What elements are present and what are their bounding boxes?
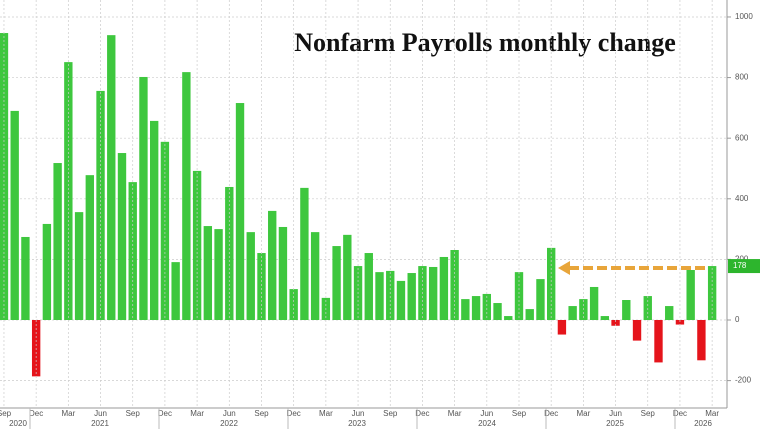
x-tick-label: Dec: [29, 409, 43, 418]
x-tick-label: Dec: [673, 409, 687, 418]
bar: [471, 296, 481, 320]
bar: [547, 247, 556, 320]
bar: [203, 226, 213, 320]
year-label: 2022: [220, 419, 238, 428]
bar: [568, 306, 577, 320]
y-tick-label: 800: [735, 73, 749, 82]
bar: [589, 286, 599, 320]
bar: [686, 270, 695, 320]
bar: [128, 182, 137, 320]
bar: [214, 229, 223, 320]
bar: [182, 72, 191, 320]
bar: [268, 210, 277, 320]
bar: [117, 153, 127, 320]
bar: [632, 320, 642, 341]
x-tick-label: Mar: [61, 409, 75, 418]
bar: [139, 76, 148, 320]
x-tick-label: Mar: [448, 409, 462, 418]
x-tick-label: Mar: [705, 409, 719, 418]
bar: [461, 299, 470, 320]
x-tick-label: Sep: [254, 409, 269, 418]
x-tick-label: Sep: [126, 409, 141, 418]
y-tick-label: 1000: [735, 12, 753, 21]
marker-box: [728, 259, 760, 274]
x-tick-label: Sep: [512, 409, 527, 418]
bar: [622, 300, 631, 320]
year-label: 2020: [9, 419, 27, 428]
bar: [235, 103, 245, 320]
x-tick-label: Jun: [352, 409, 365, 418]
bar: [246, 232, 255, 320]
bar: [439, 256, 449, 320]
y-tick-label: 400: [735, 194, 749, 203]
y-tick-label: 0: [735, 315, 740, 324]
bar: [257, 253, 266, 320]
x-tick-label: Dec: [544, 409, 558, 418]
bar: [160, 141, 170, 320]
marker-label: 178: [733, 261, 747, 270]
bar: [300, 187, 309, 320]
y-tick-label: -200: [735, 376, 752, 385]
year-label: 2023: [348, 419, 366, 428]
bar: [74, 212, 84, 320]
bar: [557, 320, 567, 335]
x-tick-label: Dec: [158, 409, 172, 418]
year-label: 2024: [478, 419, 496, 428]
x-tick-label: Sep: [0, 409, 12, 418]
x-tick-label: Sep: [383, 409, 398, 418]
bar: [171, 262, 180, 320]
bar: [364, 253, 373, 320]
x-tick-label: Mar: [319, 409, 333, 418]
bar: [428, 266, 438, 320]
arrow: [558, 261, 705, 275]
bar: [665, 306, 674, 320]
bar: [375, 272, 384, 320]
bar: [536, 279, 545, 320]
bar: [64, 62, 73, 320]
year-label: 2026: [694, 419, 712, 428]
bar: [42, 223, 52, 320]
bar: [107, 35, 116, 320]
x-tick-label: Sep: [641, 409, 656, 418]
x-tick-label: Jun: [609, 409, 622, 418]
bar: [10, 110, 19, 320]
bar: [493, 303, 502, 320]
bar: [310, 232, 320, 320]
bar: [386, 270, 395, 320]
bar: [482, 293, 491, 320]
bar: [525, 309, 534, 320]
chart-title: Nonfarm Payrolls monthly change: [294, 28, 676, 57]
x-tick-label: Dec: [415, 409, 429, 418]
bar: [332, 246, 341, 320]
x-tick-label: Mar: [190, 409, 204, 418]
bar: [600, 316, 610, 320]
bar: [697, 320, 706, 361]
year-label: 2025: [606, 419, 624, 428]
bar: [149, 120, 159, 320]
x-tick-label: Jun: [223, 409, 236, 418]
x-tick-label: Jun: [480, 409, 493, 418]
bar: [343, 234, 352, 320]
bar: [504, 316, 513, 320]
x-tick-label: Dec: [287, 409, 301, 418]
bar: [85, 175, 94, 320]
bar: [611, 320, 620, 326]
bar: [21, 236, 30, 320]
year-label: 2021: [91, 419, 109, 428]
bar: [396, 280, 406, 320]
bar: [675, 320, 685, 325]
bar: [407, 273, 416, 320]
bar: [278, 226, 288, 320]
bar: [53, 163, 62, 320]
x-tick-label: Jun: [94, 409, 107, 418]
y-tick-label: 200: [735, 255, 749, 264]
x-tick-label: Mar: [576, 409, 590, 418]
bar: [654, 320, 663, 363]
y-tick-label: 600: [735, 133, 749, 142]
